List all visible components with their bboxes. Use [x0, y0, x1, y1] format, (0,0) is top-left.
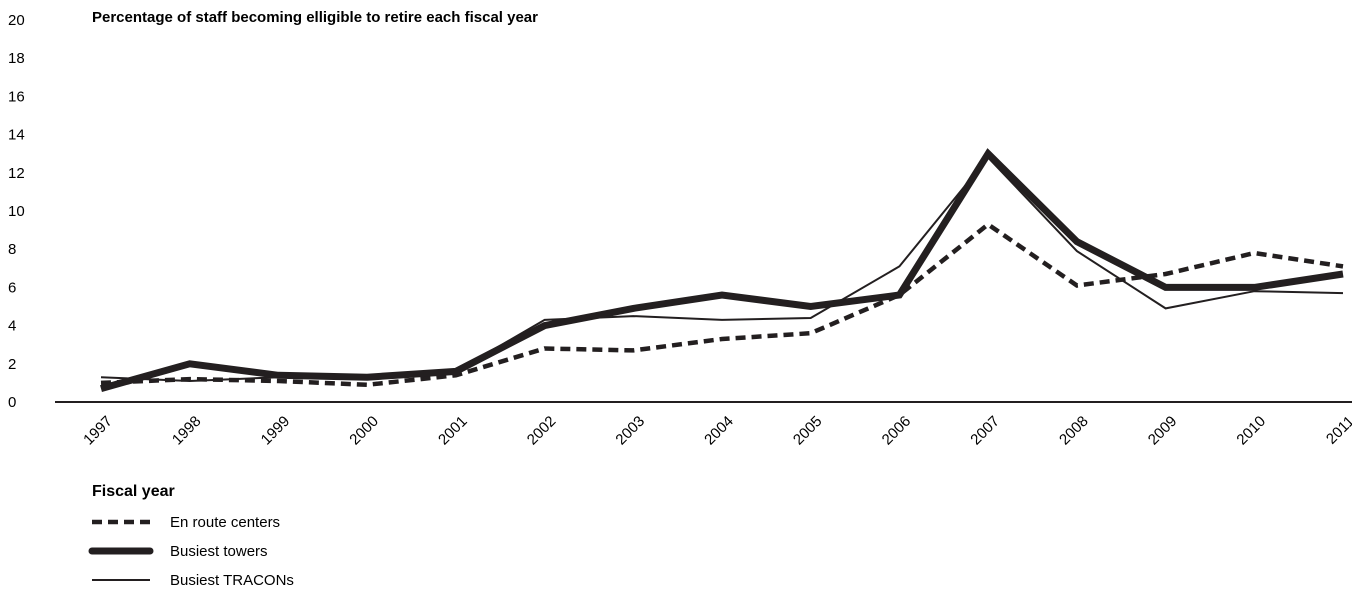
y-tick-label: 8: [8, 241, 16, 258]
legend-label: En route centers: [170, 514, 280, 531]
x-tick-label: 2001: [435, 413, 471, 449]
x-tick-label: 2002: [524, 413, 560, 449]
y-tick-label: 0: [8, 394, 16, 411]
x-tick-label: 2010: [1233, 413, 1269, 449]
y-tick-label: 20: [8, 12, 25, 29]
y-tick-label: 18: [8, 50, 25, 67]
y-tick-label: 16: [8, 88, 25, 105]
x-tick-label: 2000: [346, 413, 382, 449]
y-tick-label: 6: [8, 279, 16, 296]
legend-label: Busiest TRACONs: [170, 572, 294, 589]
y-tick-label: 2: [8, 356, 16, 373]
y-tick-label: 10: [8, 203, 25, 220]
series-line-en-route-centers: [100, 221, 1344, 388]
y-tick-label: 14: [8, 127, 25, 144]
x-axis-ticks: 1997 1998 1999 2000 2001 2002 2003 2004 2005 2006…: [80, 413, 1352, 449]
series-line-busiest-tracons: [100, 155, 1344, 383]
x-tick-label: 2003: [612, 413, 648, 449]
x-tick-label: 2007: [967, 413, 1003, 449]
series-lines: [100, 148, 1344, 392]
x-axis-label: Fiscal year: [92, 483, 175, 500]
x-tick-label: 2005: [790, 413, 826, 449]
y-axis-ticks: 0 2 4 6 8 10 12 14 16 18 20: [8, 12, 25, 411]
y-tick-label: 12: [8, 165, 25, 182]
x-tick-label: 2004: [701, 413, 737, 449]
legend-label: Busiest towers: [170, 543, 268, 560]
x-tick-label: 2008: [1056, 413, 1092, 449]
x-tick-label: 1997: [80, 413, 116, 449]
x-tick-label: 2009: [1145, 413, 1181, 449]
y-tick-label: 4: [8, 318, 16, 335]
legend: En route centers Busiest towers Busiest TR…: [88, 514, 294, 589]
series-line-busiest-towers: [100, 148, 1344, 392]
x-tick-label: 2011: [1323, 413, 1352, 448]
x-tick-label: 2006: [879, 413, 915, 449]
x-tick-label: 1998: [169, 413, 205, 449]
x-tick-label: 1999: [258, 413, 294, 449]
chart-title: Percentage of staff becoming elligible t…: [92, 9, 538, 26]
